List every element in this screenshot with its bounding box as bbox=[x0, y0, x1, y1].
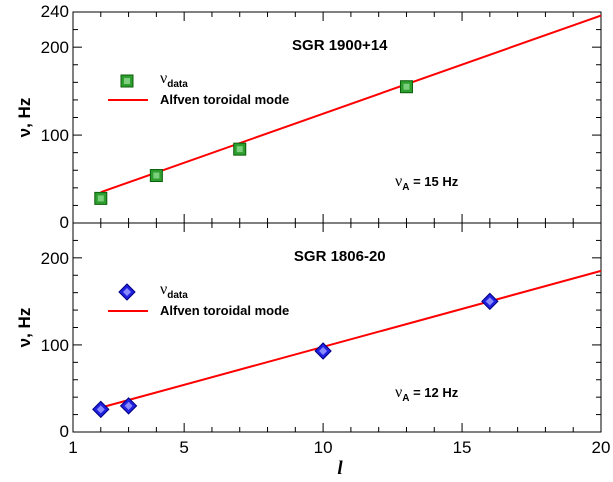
data-point-highlight bbox=[403, 83, 410, 90]
data-point-highlight bbox=[319, 347, 328, 356]
data-point-highlight bbox=[485, 297, 494, 306]
data-point-highlight bbox=[124, 401, 133, 410]
y-tick-label: 200 bbox=[41, 38, 69, 57]
x-tick-label: 5 bbox=[179, 438, 188, 457]
data-point-highlight bbox=[97, 195, 104, 202]
x-tick-label: 1 bbox=[68, 438, 77, 457]
series-line-alfven bbox=[100, 269, 602, 409]
legend-label-data: νdata bbox=[160, 281, 188, 301]
chart-title: SGR 1806-20 bbox=[294, 248, 386, 265]
annotation-nuA: νA = 15 Hz bbox=[395, 173, 459, 193]
x-axis-label: l bbox=[337, 458, 343, 479]
y-tick-label: 0 bbox=[60, 422, 69, 441]
legend-label-alfven: Alfven toroidal mode bbox=[160, 303, 289, 318]
data-point-highlight bbox=[124, 78, 130, 84]
y-tick-label: 100 bbox=[41, 126, 69, 145]
chart-title: SGR 1900+14 bbox=[292, 37, 388, 54]
x-tick-label: 15 bbox=[453, 438, 472, 457]
y-tick-label: 100 bbox=[41, 336, 69, 355]
legend-label-alfven: Alfven toroidal mode bbox=[160, 92, 289, 107]
x-tick-label: 10 bbox=[314, 438, 333, 457]
series-line-alfven bbox=[100, 14, 602, 194]
y-tick-label: 200 bbox=[41, 249, 69, 268]
data-point-highlight bbox=[96, 405, 105, 414]
panel-top: 0 100 200 240 ν, Hz SGR 1900+14 νdata Alfven to… bbox=[15, 2, 602, 232]
y-tick-label: 240 bbox=[41, 2, 69, 21]
data-point-highlight bbox=[236, 146, 243, 153]
data-point-highlight bbox=[153, 172, 160, 179]
y-axis-label: ν, Hz bbox=[15, 98, 34, 138]
data-point-highlight bbox=[123, 288, 131, 296]
annotation-nuA: νA = 12 Hz bbox=[395, 384, 459, 404]
legend-label-data: νdata bbox=[160, 70, 188, 90]
x-tick-label: 20 bbox=[592, 438, 611, 457]
y-tick-label: 0 bbox=[60, 213, 69, 232]
y-axis-label: ν, Hz bbox=[15, 308, 34, 348]
